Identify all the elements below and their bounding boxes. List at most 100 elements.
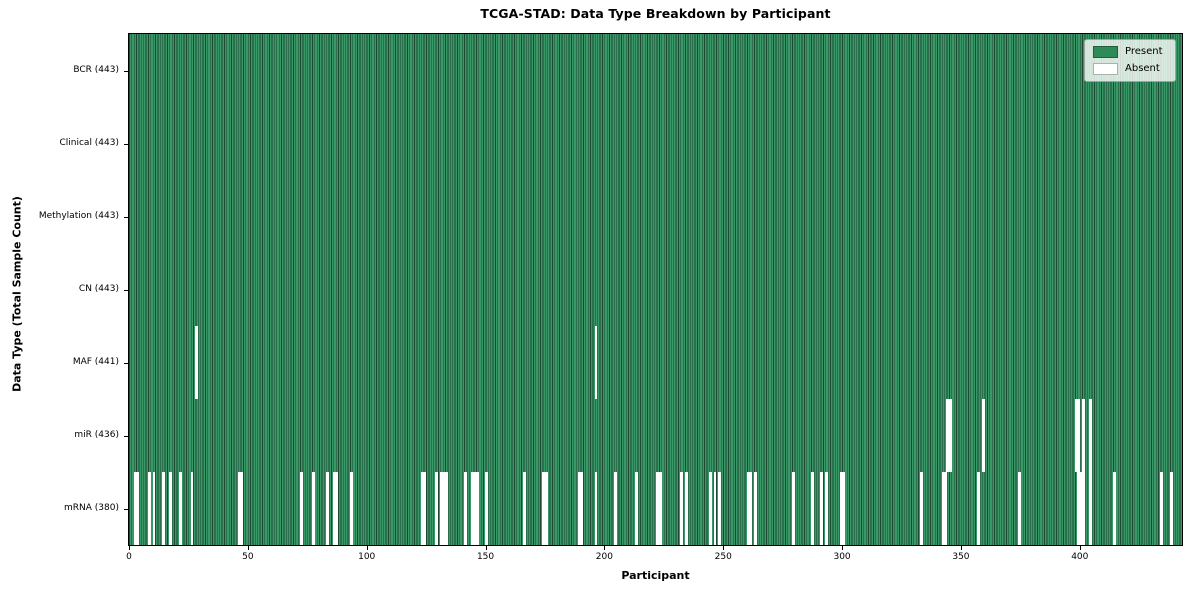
- row-Methylation: [129, 180, 1182, 254]
- absent-stripe: [658, 472, 662, 545]
- absent-stripe: [839, 472, 843, 545]
- x-tick-label: 0: [126, 552, 132, 562]
- absent-stripe: [178, 472, 182, 545]
- absent-stripe: [841, 472, 845, 545]
- y-tick-label-miR: miR (436): [74, 430, 119, 440]
- absent-stripe: [1077, 472, 1081, 545]
- y-tick-mark: [124, 362, 128, 364]
- x-tick-label: 400: [1071, 552, 1089, 562]
- y-tick-mark: [124, 216, 128, 218]
- x-tick-mark: [247, 546, 249, 550]
- row-Clinical: [129, 107, 1182, 181]
- x-tick-label: 250: [714, 552, 732, 562]
- absent-stripe: [944, 472, 947, 545]
- absent-stripe: [594, 326, 598, 399]
- y-tick-label-mRNA: mRNA (380): [64, 503, 119, 513]
- y-tick-label-CN: CN (443): [78, 284, 119, 294]
- absent-stripe: [749, 472, 752, 545]
- x-tick-mark: [1079, 546, 1081, 550]
- x-tick-mark: [129, 546, 130, 550]
- absent-stripe: [152, 472, 156, 545]
- absent-stripe: [440, 472, 443, 545]
- x-tick-label: 300: [833, 552, 851, 562]
- y-axis-label-text: Data Type (Total Sample Count): [10, 196, 24, 392]
- absent-stripe: [1079, 472, 1083, 545]
- absent-stripe: [1017, 472, 1021, 545]
- absent-stripe: [1074, 399, 1078, 472]
- absent-stripe: [708, 472, 712, 545]
- absent-stripe: [542, 472, 546, 545]
- absent-stripe: [810, 472, 814, 545]
- x-tick-label: 150: [476, 552, 495, 562]
- x-tick-label: 200: [595, 552, 613, 562]
- absent-stripe: [825, 472, 829, 545]
- absent-stripe: [920, 472, 924, 545]
- absent-stripe: [195, 326, 199, 399]
- x-tick-mark: [366, 546, 368, 550]
- legend-label-absent: Absent: [1125, 63, 1160, 74]
- absent-stripe: [613, 472, 617, 545]
- absent-stripe: [238, 472, 241, 545]
- row-CN: [129, 253, 1182, 327]
- absent-stripe: [753, 472, 757, 545]
- absent-stripe: [1089, 399, 1092, 472]
- absent-stripe: [977, 472, 981, 545]
- legend-entry-present: Present: [1093, 46, 1167, 58]
- absent-stripe: [544, 472, 548, 545]
- absent-stripe: [580, 472, 584, 545]
- absent-stripe: [791, 472, 795, 545]
- absent-stripe: [135, 472, 139, 545]
- absent-stripe: [311, 472, 315, 545]
- absent-stripe: [335, 472, 339, 545]
- absent-stripe: [1169, 472, 1173, 545]
- absent-stripe: [746, 472, 750, 545]
- y-tick-label-Methylation: Methylation (443): [38, 211, 119, 221]
- absent-stripe: [946, 399, 950, 472]
- absent-stripe: [713, 472, 717, 545]
- absent-stripe: [1089, 472, 1092, 545]
- plot-area: [129, 34, 1182, 545]
- y-tick-mark: [124, 508, 128, 510]
- absent-stripe: [1081, 399, 1085, 472]
- x-tick-mark: [723, 546, 725, 550]
- absent-stripe: [1112, 472, 1116, 545]
- x-tick-label: 100: [358, 552, 376, 562]
- x-tick-mark: [842, 546, 844, 550]
- absent-stripe: [463, 472, 467, 545]
- absent-stripe: [240, 472, 244, 545]
- absent-stripe: [133, 472, 137, 545]
- chart-title: TCGA-STAD: Data Type Breakdown by Partic…: [480, 6, 831, 21]
- absent-stripe: [635, 472, 638, 545]
- absent-stripe: [435, 472, 439, 545]
- row-MAF: [129, 326, 1182, 400]
- absent-stripe: [594, 472, 598, 545]
- x-tick-mark: [485, 546, 487, 550]
- x-tick-mark: [604, 546, 606, 550]
- y-tick-mark: [124, 289, 128, 291]
- absent-stripe: [1081, 472, 1085, 545]
- absent-stripe: [444, 472, 448, 545]
- legend-entry-absent: Absent: [1093, 63, 1167, 75]
- legend: Present Absent: [1084, 39, 1176, 82]
- absent-stripe: [333, 472, 337, 545]
- absent-stripe: [820, 472, 824, 545]
- absent-stripe: [680, 472, 684, 545]
- x-tick-label: 50: [242, 552, 254, 562]
- absent-stripe: [421, 472, 424, 545]
- absent-stripe: [147, 472, 151, 545]
- absent-stripe: [349, 472, 353, 545]
- absent-stripe: [471, 472, 474, 545]
- y-tick-label-BCR: BCR (443): [73, 65, 119, 75]
- legend-label-present: Present: [1125, 46, 1163, 57]
- absent-stripe: [475, 472, 479, 545]
- absent-stripe: [1160, 472, 1164, 545]
- y-tick-mark: [124, 143, 128, 145]
- absent-stripe: [326, 472, 329, 545]
- absent-stripe: [982, 399, 985, 472]
- row-miR: [129, 399, 1182, 473]
- x-tick-mark: [960, 546, 962, 550]
- row-mRNA: [129, 472, 1182, 545]
- present-swatch-icon: [1093, 46, 1118, 58]
- absent-swatch-icon: [1093, 63, 1118, 75]
- absent-stripe: [190, 472, 194, 545]
